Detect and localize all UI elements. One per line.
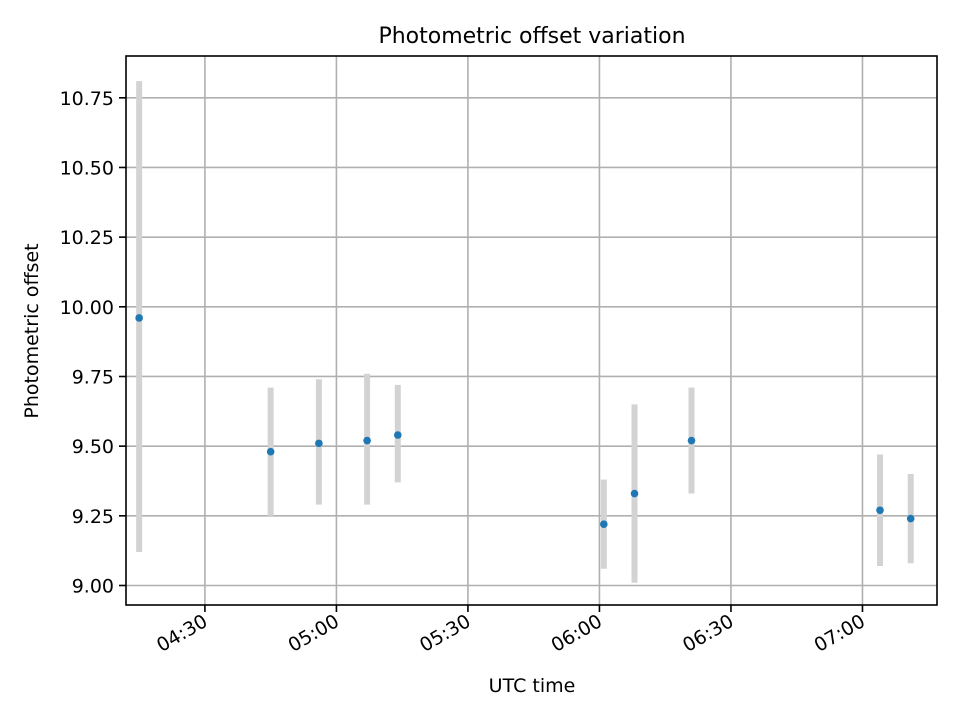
data-point: [266, 447, 275, 456]
data-point: [906, 514, 915, 523]
y-tick-label: 9.50: [72, 436, 114, 458]
x-tick-label: 05:30: [416, 610, 474, 656]
x-tick-label: 06:30: [679, 610, 737, 656]
x-tick-label: 05:00: [284, 610, 342, 656]
x-tick-label: 04:30: [153, 610, 211, 656]
x-tick-label: 06:00: [548, 610, 606, 656]
data-point: [135, 314, 143, 322]
data-point: [315, 439, 323, 448]
y-tick-label: 10.00: [60, 297, 114, 319]
data-point: [687, 436, 696, 445]
errorbar-layer: [136, 81, 914, 583]
y-tick-label: 10.25: [60, 227, 114, 249]
point-layer: [135, 314, 915, 528]
y-tick-label: 9.75: [72, 366, 114, 388]
y-axis-label: Photometric offset: [21, 243, 43, 418]
grid-layer: [126, 56, 937, 605]
tick-layer: 04:30 05:00 05:30 06:00 06:30 07:00 9.00 9.25 9.…: [60, 88, 869, 657]
x-axis-label: UTC time: [489, 675, 576, 697]
plot-frame: [125, 55, 938, 606]
y-tick-label: 9.00: [72, 575, 114, 597]
data-point: [876, 506, 884, 515]
y-tick-label: 10.50: [60, 157, 114, 179]
y-tick-label: 10.75: [60, 88, 114, 110]
data-point: [630, 489, 639, 498]
data-point: [363, 436, 371, 445]
x-tick-label: 07:00: [811, 610, 869, 656]
y-tick-label: 9.25: [72, 506, 114, 528]
chart-title: Photometric offset variation: [378, 24, 685, 49]
data-point: [393, 431, 402, 439]
data-point: [600, 520, 608, 528]
